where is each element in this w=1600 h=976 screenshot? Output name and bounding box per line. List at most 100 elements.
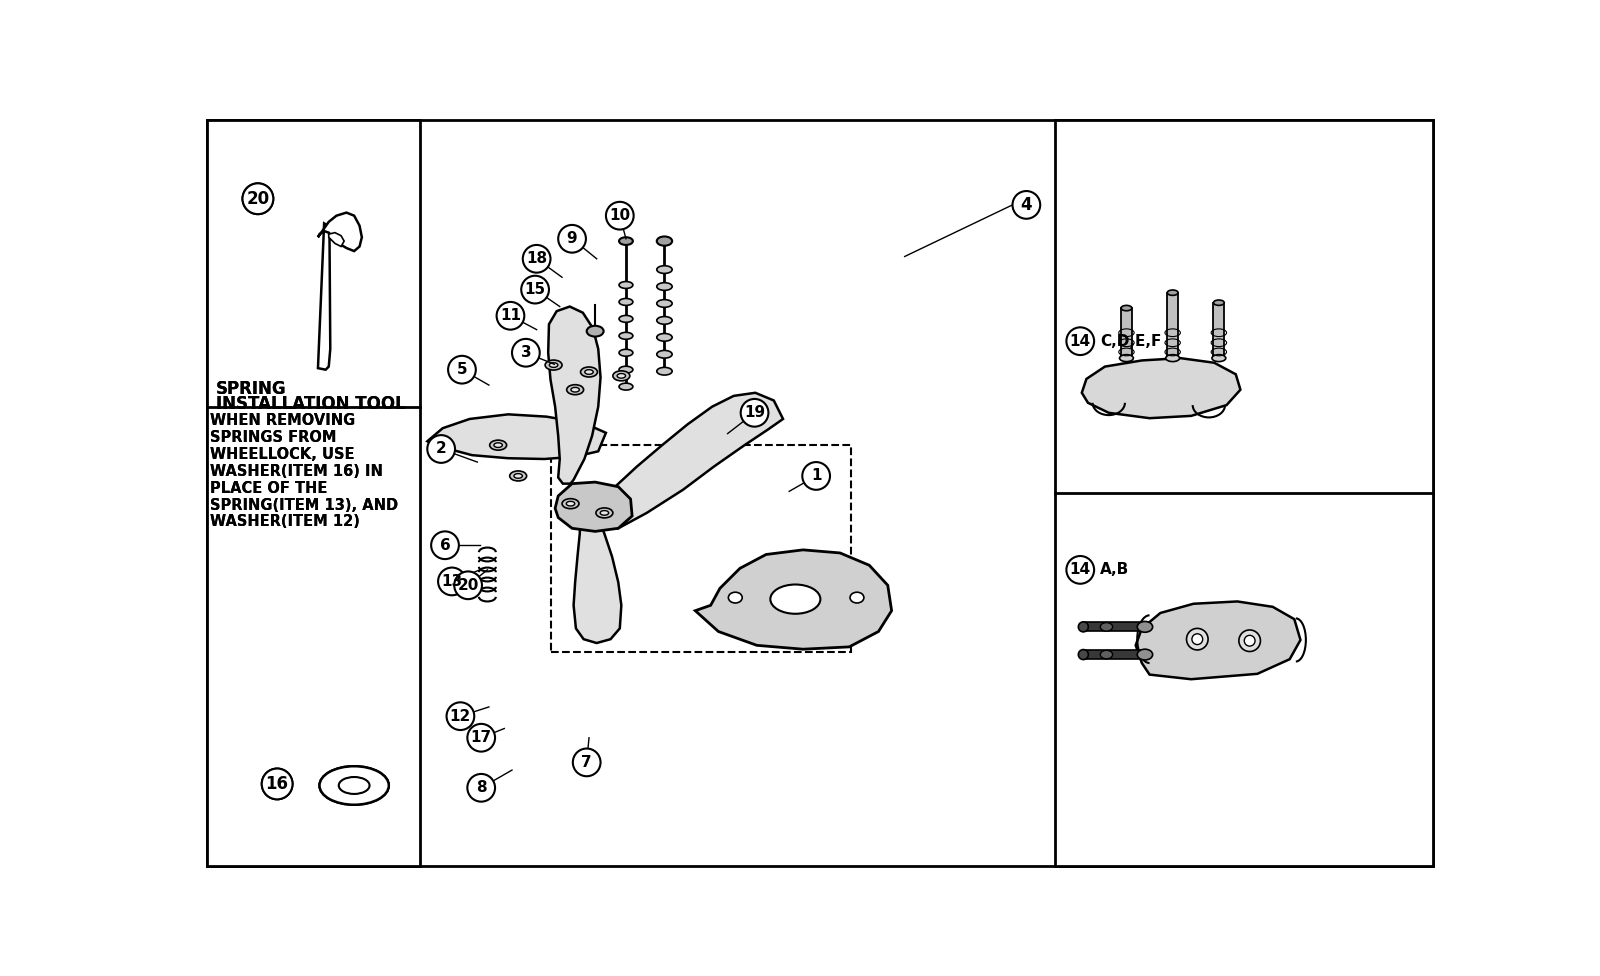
Ellipse shape	[587, 326, 603, 337]
Polygon shape	[318, 213, 362, 251]
Circle shape	[606, 202, 634, 229]
Bar	[550, 445, 851, 652]
Polygon shape	[549, 306, 600, 484]
Ellipse shape	[656, 316, 672, 324]
Ellipse shape	[618, 374, 626, 378]
Circle shape	[454, 571, 482, 599]
Text: 13: 13	[442, 574, 462, 589]
Text: SPRING: SPRING	[216, 380, 286, 397]
Text: 2: 2	[435, 441, 446, 457]
Text: 14: 14	[1070, 562, 1091, 578]
Ellipse shape	[656, 236, 672, 246]
Ellipse shape	[619, 237, 634, 245]
Ellipse shape	[581, 367, 597, 377]
Text: 16: 16	[266, 775, 288, 793]
Bar	[206, 120, 419, 866]
Text: 18: 18	[526, 251, 547, 266]
Text: 4: 4	[1021, 196, 1032, 214]
Ellipse shape	[514, 473, 522, 478]
Polygon shape	[696, 549, 891, 649]
Circle shape	[496, 302, 525, 330]
Ellipse shape	[728, 592, 742, 603]
Ellipse shape	[339, 777, 370, 793]
Text: 9: 9	[566, 231, 578, 246]
Text: 20: 20	[246, 189, 269, 208]
Ellipse shape	[595, 508, 613, 518]
Bar	[1122, 308, 1131, 358]
Text: A,B: A,B	[1101, 562, 1130, 578]
Circle shape	[1013, 191, 1040, 219]
Ellipse shape	[850, 592, 864, 603]
Text: 14: 14	[1070, 334, 1091, 348]
Text: 7: 7	[581, 754, 592, 770]
Ellipse shape	[320, 766, 389, 805]
Text: WHEN REMOVING: WHEN REMOVING	[210, 413, 355, 427]
Ellipse shape	[613, 371, 630, 381]
Ellipse shape	[320, 766, 389, 805]
Circle shape	[446, 703, 474, 730]
Bar	[1054, 120, 1434, 866]
Ellipse shape	[656, 350, 672, 358]
Text: SPRINGS FROM: SPRINGS FROM	[210, 429, 336, 445]
Circle shape	[1245, 635, 1254, 646]
Polygon shape	[555, 482, 632, 531]
Polygon shape	[574, 493, 621, 643]
Text: SPRING: SPRING	[216, 380, 286, 397]
Circle shape	[467, 724, 494, 752]
Circle shape	[1192, 633, 1203, 644]
Circle shape	[512, 339, 539, 367]
Circle shape	[522, 276, 549, 304]
Circle shape	[1067, 556, 1094, 584]
Ellipse shape	[571, 387, 579, 392]
Ellipse shape	[562, 499, 579, 508]
Text: WHEN REMOVING: WHEN REMOVING	[210, 413, 355, 427]
Circle shape	[573, 749, 600, 776]
Circle shape	[558, 224, 586, 253]
Text: 20: 20	[246, 189, 269, 208]
Text: WHEELLOCK, USE: WHEELLOCK, USE	[210, 447, 355, 462]
Circle shape	[430, 531, 459, 559]
Polygon shape	[427, 415, 606, 459]
Circle shape	[243, 183, 274, 214]
Ellipse shape	[656, 334, 672, 342]
Text: 8: 8	[475, 780, 486, 795]
Ellipse shape	[1138, 622, 1152, 632]
Text: WHEELLOCK, USE: WHEELLOCK, USE	[210, 447, 355, 462]
Ellipse shape	[770, 585, 821, 614]
Circle shape	[427, 435, 454, 463]
Ellipse shape	[1078, 622, 1088, 631]
Text: PLACE OF THE: PLACE OF THE	[210, 480, 328, 496]
Ellipse shape	[566, 502, 574, 506]
Ellipse shape	[1211, 354, 1226, 361]
Ellipse shape	[619, 281, 634, 289]
Ellipse shape	[656, 300, 672, 307]
Text: 19: 19	[744, 405, 765, 421]
Ellipse shape	[619, 299, 634, 305]
Text: 6: 6	[440, 538, 450, 552]
Text: 20: 20	[458, 578, 478, 592]
Circle shape	[1238, 630, 1261, 652]
Ellipse shape	[1168, 290, 1178, 296]
Text: 3: 3	[520, 346, 531, 360]
Bar	[1213, 303, 1224, 358]
Text: 12: 12	[450, 709, 470, 723]
Text: SPRING(ITEM 13), AND: SPRING(ITEM 13), AND	[210, 498, 398, 512]
Text: 17: 17	[470, 730, 491, 746]
Circle shape	[438, 568, 466, 595]
Bar	[1083, 650, 1146, 659]
Ellipse shape	[1120, 354, 1133, 361]
Polygon shape	[605, 392, 782, 528]
Text: WASHER(ITEM 12): WASHER(ITEM 12)	[210, 514, 360, 529]
Ellipse shape	[510, 471, 526, 481]
Ellipse shape	[619, 349, 634, 356]
Circle shape	[467, 774, 494, 801]
Circle shape	[1187, 629, 1208, 650]
Ellipse shape	[656, 265, 672, 273]
Ellipse shape	[619, 333, 634, 340]
Text: SPRINGS FROM: SPRINGS FROM	[210, 429, 336, 445]
Ellipse shape	[549, 363, 558, 367]
Circle shape	[741, 399, 768, 427]
Circle shape	[802, 462, 830, 490]
Ellipse shape	[619, 366, 634, 373]
Ellipse shape	[1213, 300, 1224, 305]
